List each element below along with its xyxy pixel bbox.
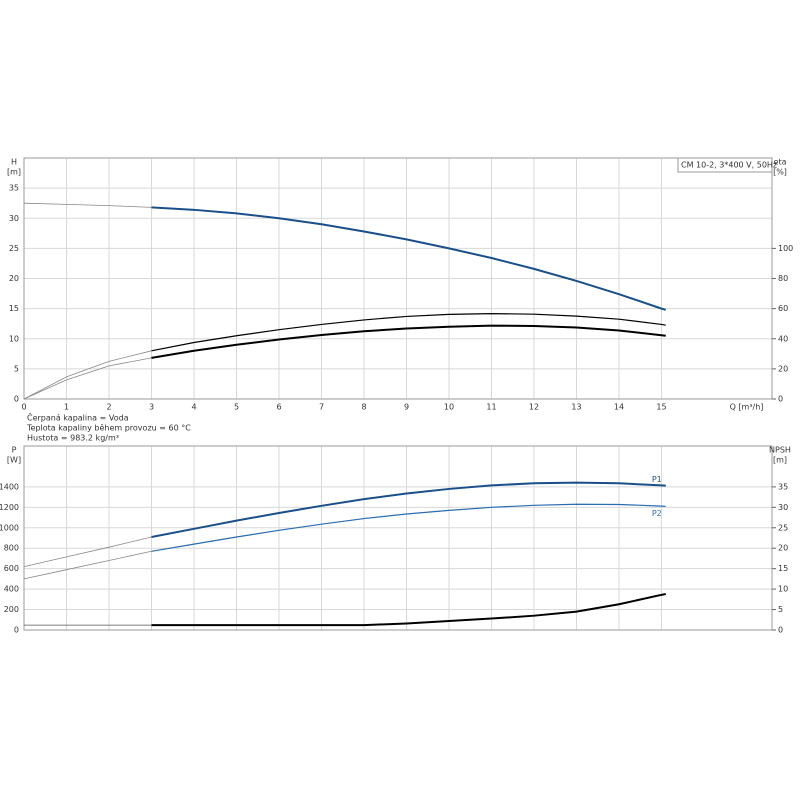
note: Teplota kapaliny během provozu = 60 °C	[26, 424, 191, 433]
y-tick-label: 800	[4, 544, 19, 553]
series-line	[151, 206, 667, 311]
y2-tick-label: 0	[778, 626, 783, 635]
x-tick-label: 5	[234, 403, 239, 412]
y-tick-label: 5	[14, 364, 19, 373]
legend-title: CM 10-2, 3*400 V, 50Hz	[681, 161, 777, 170]
series-line	[151, 503, 666, 552]
y2-tick-label: 15	[778, 564, 788, 573]
y2-axis-unit: [%]	[773, 168, 787, 177]
y2-tick-label: 20	[778, 364, 788, 373]
y-tick-label: 600	[4, 564, 19, 573]
y-tick-label: 1200	[0, 503, 19, 512]
x-tick-label: 0	[21, 403, 26, 412]
y2-axis-unit: [m]	[773, 456, 787, 465]
y2-axis-label: NPSH	[769, 446, 791, 455]
y-tick-label: 10	[9, 334, 19, 343]
series-line	[151, 593, 666, 627]
y2-tick-label: 40	[778, 334, 788, 343]
y2-tick-label: 25	[778, 523, 788, 532]
y2-tick-label: 20	[778, 544, 788, 553]
y-tick-label: 0	[14, 395, 19, 404]
plot-frame	[23, 445, 773, 631]
note: Čerpaná kapalina = Voda	[27, 412, 129, 423]
legend-box	[677, 157, 773, 173]
series-line	[23, 357, 152, 400]
x-tick-label: 8	[361, 403, 366, 412]
series-line	[23, 202, 152, 208]
series-line	[151, 312, 666, 352]
x-tick-label: 12	[529, 403, 539, 412]
y-tick-label: 30	[9, 214, 19, 223]
x-tick-label: 15	[656, 403, 666, 412]
x-tick-label: 10	[444, 403, 454, 412]
x-tick-label: 4	[191, 403, 196, 412]
series-line	[23, 350, 152, 400]
x-tick-label: 14	[614, 403, 624, 412]
y-axis-label: P	[12, 446, 17, 455]
y-tick-label: 20	[9, 274, 19, 283]
y-tick-label: 25	[9, 244, 19, 253]
y-axis-unit: [m]	[7, 168, 21, 177]
x-tick-label: 6	[276, 403, 281, 412]
y2-tick-label: 100	[778, 244, 793, 253]
y-tick-label: 1400	[0, 482, 19, 491]
y2-tick-label: 80	[778, 274, 788, 283]
y-tick-label: 400	[4, 585, 19, 594]
y2-tick-label: 5	[778, 605, 783, 614]
x-tick-label: 3	[149, 403, 154, 412]
y2-tick-label: 30	[778, 503, 788, 512]
y2-tick-label: 0	[778, 395, 783, 404]
y2-tick-label: 60	[778, 304, 788, 313]
series-label: P1	[652, 475, 662, 484]
y-axis-label: H	[11, 158, 17, 167]
x-tick-label: 2	[106, 403, 111, 412]
x-tick-label: 7	[319, 403, 324, 412]
series-line	[23, 536, 152, 568]
y2-tick-label: 10	[778, 585, 788, 594]
series-label: P2	[652, 509, 662, 518]
y-tick-label: 200	[4, 605, 19, 614]
y-axis-unit: [W]	[7, 456, 21, 465]
series-line	[23, 550, 152, 580]
note: Hustota = 983.2 kg/m³	[27, 434, 119, 443]
series-line	[151, 481, 666, 538]
y-tick-label: 15	[9, 304, 19, 313]
series-line	[151, 324, 666, 359]
y2-tick-label: 35	[778, 482, 788, 491]
y-tick-label: 35	[9, 184, 19, 193]
x-tick-label: 9	[404, 403, 409, 412]
y-tick-label: 1000	[0, 523, 19, 532]
x-tick-label: 13	[571, 403, 581, 412]
y2-axis-label: eta	[774, 158, 787, 167]
x-axis-label: Q [m³/h]	[730, 403, 764, 412]
y-tick-label: 0	[14, 626, 19, 635]
x-tick-label: 11	[486, 403, 496, 412]
x-tick-label: 1	[64, 403, 69, 412]
